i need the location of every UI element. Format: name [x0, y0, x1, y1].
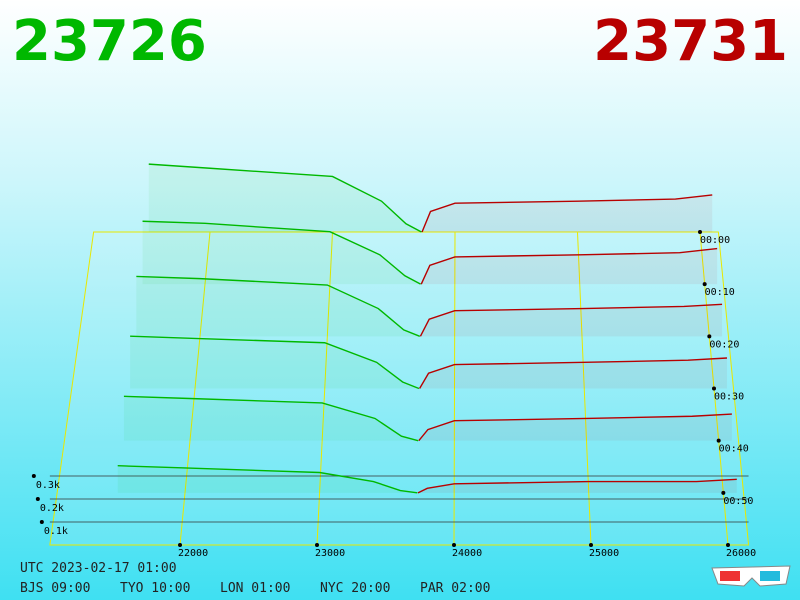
ask-area	[422, 194, 713, 232]
z-tick-label: 0.3k	[36, 480, 60, 491]
z-tick-label: 0.1k	[44, 526, 68, 537]
z-tick-label: 0.2k	[40, 503, 64, 514]
bid-depth-line	[123, 395, 419, 442]
grid-line	[179, 231, 211, 546]
tick-mark	[39, 520, 44, 524]
tick-mark	[712, 386, 716, 391]
city-time: TYO 10:00	[120, 581, 190, 596]
ask-depth-line	[418, 357, 728, 389]
tick-mark	[702, 282, 707, 287]
grid-line	[316, 231, 333, 546]
t-tick-label: 00:00	[700, 235, 730, 246]
city-time: LON 01:00	[220, 581, 290, 596]
ask-area	[419, 358, 727, 389]
bid-price: 23726	[12, 9, 207, 74]
floor	[49, 231, 750, 546]
city-time: NYC 20:00	[320, 581, 390, 596]
ask-price: 23731	[593, 9, 788, 74]
bid-depth-line	[130, 335, 420, 390]
t-tick-label: 00:40	[719, 444, 749, 455]
t-tick-label: 00:20	[709, 339, 739, 350]
ask-depth-line	[418, 413, 732, 442]
ask-area	[418, 414, 732, 441]
bid-area	[136, 276, 420, 337]
city-time: BJS 09:00	[20, 581, 90, 596]
tick-mark	[452, 543, 456, 547]
tick-mark	[31, 474, 36, 478]
t-tick-label: 00:10	[705, 287, 735, 298]
t-tick-label: 00:50	[723, 496, 753, 507]
bid-depth-line	[117, 465, 418, 494]
utc-time: UTC 2023-02-17 01:00	[20, 561, 177, 576]
tick-mark	[726, 543, 730, 547]
x-tick-label: 24000	[452, 548, 482, 559]
t-tick-label: 00:30	[714, 392, 744, 403]
ask-area	[420, 304, 723, 337]
ask-area	[421, 248, 718, 285]
ask-depth-line	[419, 303, 723, 337]
ask-depth-line	[420, 247, 718, 285]
tick-mark	[178, 543, 182, 547]
bid-depth-line	[142, 220, 421, 285]
x-tick-label: 22000	[178, 548, 208, 559]
grid-line	[577, 231, 592, 546]
bid-area	[123, 396, 419, 441]
bid-area	[142, 221, 421, 285]
x-tick-label: 23000	[315, 548, 345, 559]
ask-area	[417, 479, 737, 493]
bid-area	[117, 465, 418, 493]
glasses-icon	[711, 565, 791, 587]
grid-line	[453, 231, 456, 546]
bid-area	[148, 164, 422, 232]
ask-depth-line	[417, 478, 737, 494]
x-tick-label: 25000	[589, 548, 619, 559]
tick-mark	[721, 490, 726, 495]
tick-mark	[716, 438, 721, 443]
bid-area	[130, 336, 419, 389]
bid-depth-line	[148, 163, 422, 233]
tick-mark	[35, 497, 40, 501]
bid-depth-line	[136, 275, 421, 337]
tick-mark	[315, 543, 319, 547]
x-tick-label: 26000	[726, 548, 756, 559]
tick-mark	[589, 543, 593, 547]
tick-mark	[698, 230, 702, 234]
ask-depth-line	[421, 194, 713, 233]
tick-mark	[707, 334, 712, 339]
city-time: PAR 02:00	[420, 581, 490, 596]
